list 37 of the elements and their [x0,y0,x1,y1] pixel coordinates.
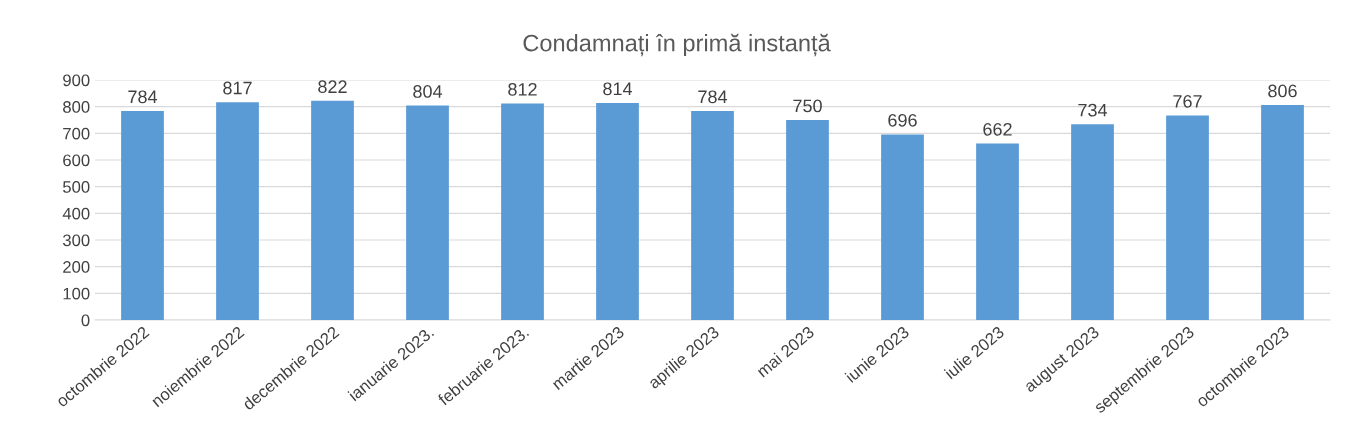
bar [596,102,639,320]
y-tick-label: 100 [63,287,90,300]
y-tick-label: 0 [81,314,90,327]
bar [691,110,734,320]
data-label: 734 [1078,103,1108,117]
data-label: 814 [603,82,633,96]
bar [1166,115,1209,320]
data-label: 784 [698,90,728,104]
y-tick-label: 600 [63,154,90,167]
data-label: 806 [1268,84,1297,98]
y-tick-label: 900 [63,74,90,87]
bar [216,102,259,320]
bar [406,105,449,320]
data-label: 784 [128,90,158,104]
data-label: 750 [793,99,822,113]
data-label: 822 [318,80,347,94]
y-tick-label: 800 [63,101,90,113]
data-label: 662 [983,122,1012,136]
y-tick-label: 200 [63,261,90,273]
bar [881,134,924,320]
bar [786,120,829,320]
data-label: 812 [508,82,537,96]
data-label: 767 [1173,94,1202,108]
y-tick-label: 700 [63,127,90,140]
y-tick-label: 500 [63,181,90,193]
y-tick-label: 300 [62,234,90,247]
bar [311,100,354,320]
bar [501,103,544,320]
chart-title: Condamnați în primă instanță [523,33,831,57]
bar [976,143,1019,320]
y-tick-label: 400 [62,207,90,220]
bar [121,110,164,320]
data-label: 696 [888,113,917,127]
data-label: 817 [223,81,252,95]
bar [1261,105,1304,320]
data-label: 804 [413,85,443,98]
bar [1071,124,1114,320]
